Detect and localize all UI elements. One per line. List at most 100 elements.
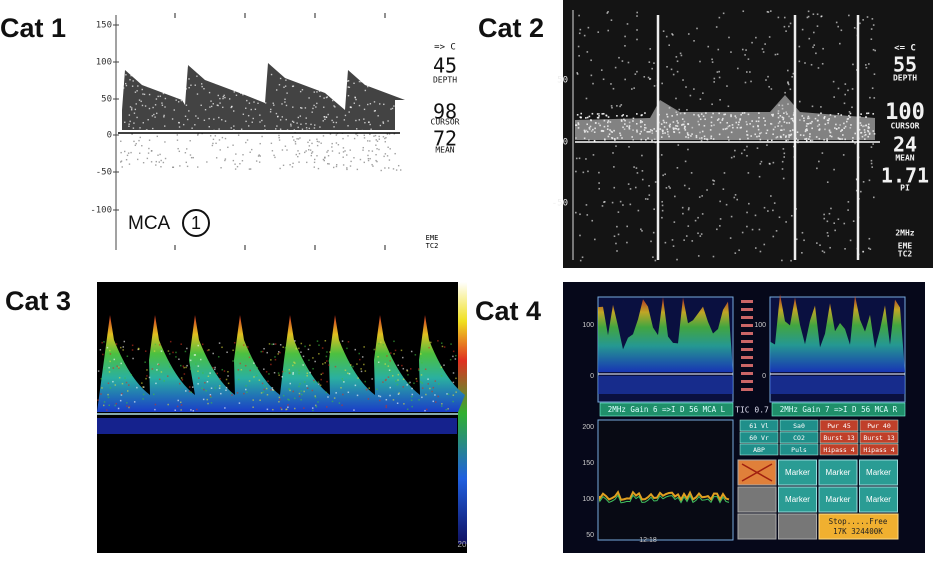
marker-label: Marker [866, 495, 891, 504]
speckle [265, 371, 268, 373]
speckle [252, 92, 255, 95]
speckle [264, 102, 267, 104]
speckle [826, 181, 829, 183]
speckle [186, 165, 189, 168]
speckle [274, 343, 277, 345]
speckle [143, 61, 146, 63]
speckle [298, 372, 300, 375]
speckle [678, 108, 681, 111]
speckle [809, 139, 812, 142]
speckle [353, 82, 355, 85]
speckle [116, 365, 118, 367]
speckle [615, 242, 617, 245]
speckle [734, 252, 737, 254]
marker-label: Marker [866, 468, 891, 477]
speckle [171, 118, 174, 120]
speckle [170, 90, 172, 92]
info-cell [859, 443, 899, 456]
speckle [148, 139, 151, 141]
speckle [837, 87, 840, 90]
speckle [369, 103, 372, 105]
speckle [653, 85, 656, 87]
speckle [309, 371, 311, 374]
speckle [284, 101, 286, 103]
speckle [103, 367, 106, 370]
speckle [612, 152, 614, 154]
speckle [774, 53, 777, 56]
speckle [765, 79, 767, 81]
speckle [629, 188, 632, 190]
speckle [348, 111, 350, 113]
speckle [782, 148, 785, 150]
speckle [222, 95, 225, 98]
speckle [239, 362, 242, 365]
speckle [376, 148, 378, 150]
speckle [701, 195, 703, 197]
reverse-flow [598, 376, 733, 394]
speckle [206, 161, 208, 163]
speckle [712, 179, 714, 182]
speckle [447, 408, 449, 410]
speckle [245, 90, 247, 92]
speckle [616, 115, 618, 117]
speckle [190, 391, 193, 394]
speckle [197, 365, 200, 367]
speckle [676, 70, 679, 73]
speckle [126, 355, 129, 358]
tic-dash [741, 308, 753, 311]
speckle [190, 409, 192, 411]
speckle [319, 95, 321, 98]
speckle [770, 88, 773, 90]
stop-label: Stop.....Free [829, 517, 888, 526]
speckle [778, 216, 781, 219]
speckle [266, 408, 269, 411]
speckle [579, 213, 581, 216]
speckle [768, 85, 770, 88]
speckle [154, 403, 157, 406]
speckle [342, 380, 345, 382]
speckle [252, 399, 254, 401]
tic-dash [741, 388, 753, 391]
probe-circle [182, 209, 210, 237]
speckle [361, 356, 364, 358]
speckle [312, 86, 314, 88]
speckle [164, 125, 166, 127]
speckle [868, 179, 871, 182]
speckle [343, 119, 346, 121]
speckle [273, 371, 276, 374]
speckle [325, 391, 328, 394]
speckle [766, 10, 769, 13]
speckle [387, 66, 389, 68]
speckle [798, 45, 801, 48]
speckle [273, 154, 275, 157]
speckle [275, 89, 278, 91]
speckle [784, 91, 786, 94]
speckle [238, 402, 241, 404]
speckle [335, 121, 338, 124]
speckle [130, 109, 133, 111]
speckle [211, 144, 214, 147]
speckle [270, 73, 273, 76]
speckle [263, 368, 265, 370]
speckle [740, 152, 743, 155]
readout: <= C [894, 44, 916, 54]
speckle [250, 108, 252, 111]
speckle [299, 137, 301, 139]
speckle [379, 103, 381, 105]
speckle [231, 105, 233, 108]
speckle [157, 95, 159, 98]
speckle [305, 71, 307, 73]
speckle [672, 73, 675, 76]
speckle [215, 82, 217, 85]
speckle [445, 408, 447, 411]
speckle [118, 376, 121, 379]
speckle [420, 374, 423, 376]
speckle [281, 103, 283, 105]
speckle [384, 141, 386, 143]
speckle [378, 138, 381, 140]
speckle [347, 341, 350, 343]
speckle [421, 382, 424, 384]
speckle [108, 366, 110, 369]
speckle [869, 96, 871, 99]
speckle [333, 126, 335, 128]
